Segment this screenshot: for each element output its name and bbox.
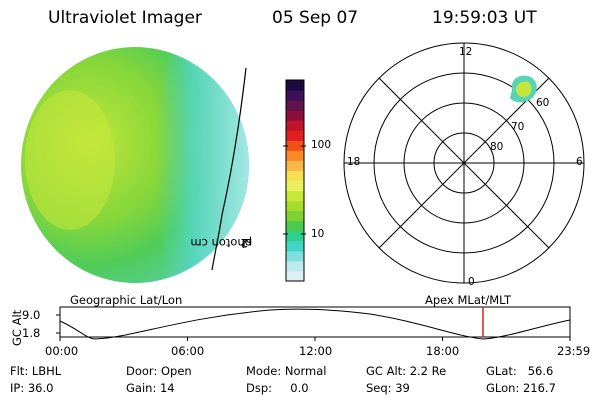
colorbar-segment — [286, 140, 304, 151]
colorbar-segment — [286, 250, 304, 262]
colorbar-segment — [286, 170, 304, 181]
apex-label: Apex MLat/MLT — [425, 293, 512, 307]
instrument-title: Ultraviolet Imager — [48, 8, 202, 28]
colorbar-segment — [286, 180, 304, 192]
mlt-0-label: 0 — [468, 276, 475, 288]
dsp-value: Dsp: 0.0 — [246, 381, 309, 395]
colorbar — [285, 79, 305, 282]
lat-80-label: 80 — [490, 141, 504, 153]
colorbar-segment — [286, 150, 304, 161]
colorbar-segment — [286, 120, 304, 131]
mlt-6-label: 6 — [576, 156, 583, 168]
glon-value: GLon: 216.7 — [486, 381, 556, 395]
x-tick-0600: 06:00 — [171, 344, 205, 358]
colorbar-segment — [286, 260, 304, 272]
geographic-label: Geographic Lat/Lon — [70, 293, 183, 307]
colorbar-segment — [286, 200, 304, 212]
x-tick-2359: 23:59 — [557, 344, 591, 358]
colorbar-segment — [286, 80, 304, 91]
time-label: 19:59:03 UT — [432, 8, 537, 28]
x-tick-1800: 18:00 — [426, 344, 460, 358]
colorbar-segment — [286, 130, 304, 141]
gain-value: Gain: 14 — [126, 381, 175, 395]
colorbar-segment — [286, 190, 304, 202]
colorbar-ticks — [283, 145, 306, 235]
y-tick-9: 9.0 — [22, 308, 41, 322]
colorbar-tick-10: 10 — [311, 228, 325, 240]
mlt-18-label: 18 — [347, 156, 361, 168]
colorbar-segment — [286, 230, 304, 242]
date-label: 05 Sep 07 — [272, 8, 359, 28]
colorbar-segment — [286, 100, 304, 111]
mode-value: Mode: Normal — [246, 364, 327, 378]
gc-alt-value: GC Alt: 2.2 Re — [366, 364, 447, 378]
seq-value: Seq: 39 — [366, 381, 410, 395]
lat-60-label: 60 — [536, 97, 550, 109]
timeline-plot — [56, 306, 571, 341]
colorbar-tick-100: 100 — [311, 139, 332, 151]
x-tick-0000: 00:00 — [45, 344, 79, 358]
colorbar-border — [285, 79, 305, 282]
colorbar-segment — [286, 210, 304, 222]
filter-value: Flt: LBHL — [10, 364, 62, 378]
mlt-12-label: 12 — [459, 46, 473, 58]
colorbar-segment — [286, 270, 304, 282]
auroral-blob — [510, 75, 537, 103]
x-tick-1200: 12:00 — [299, 344, 333, 358]
colorbar-segment — [286, 220, 304, 232]
colorbar-segment — [286, 110, 304, 121]
ip-value: IP: 36.0 — [10, 381, 54, 395]
earth-image — [21, 47, 249, 283]
door-value: Door: Open — [126, 364, 192, 378]
colorbar-segment — [286, 240, 304, 252]
polar-grid — [343, 42, 585, 284]
lat-70-label: 70 — [511, 121, 525, 133]
y-tick-1-8: 1.8 — [22, 326, 41, 340]
colorbar-segment — [286, 160, 304, 171]
colorbar-segment — [286, 90, 304, 101]
glat-value: GLat: 56.6 — [486, 364, 554, 378]
